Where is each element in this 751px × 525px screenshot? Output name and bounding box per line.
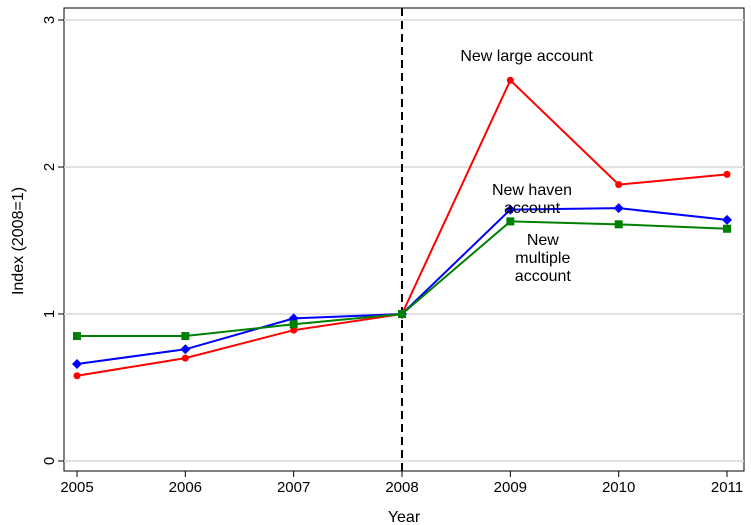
series: [72, 76, 732, 380]
data-point: [289, 320, 298, 329]
y-tick-label: 1: [41, 310, 58, 318]
x-axis-title: Year: [388, 509, 421, 525]
data-point: [615, 181, 623, 189]
y-tick-label: 3: [41, 16, 58, 24]
y-axis-title: Index (2008=1): [10, 187, 27, 295]
x-tick-label: 2006: [169, 479, 202, 496]
annotation-line: multiple: [515, 250, 570, 267]
plot-area: [63, 7, 745, 472]
x-tick-label: 2005: [60, 479, 93, 496]
x-tick-label: 2008: [385, 479, 418, 496]
data-point: [73, 372, 81, 380]
data-point: [72, 358, 82, 369]
data-point: [614, 220, 623, 229]
x-tick-label: 2009: [494, 479, 527, 496]
data-point: [73, 332, 81, 341]
annotation: New haven account: [492, 182, 572, 217]
data-point: [723, 170, 731, 178]
annotation-line: account: [504, 200, 561, 217]
data-point: [398, 310, 406, 318]
y-tick-label: 2: [41, 163, 58, 171]
x-tick-label: 2010: [602, 479, 635, 496]
data-point: [290, 326, 298, 334]
data-point: [613, 203, 624, 214]
annotation-line: account: [515, 268, 572, 285]
series-square: [73, 217, 731, 341]
data-point: [723, 224, 731, 233]
data-point: [180, 344, 191, 355]
annotation: New large account: [460, 48, 593, 65]
data-point: [505, 204, 516, 215]
x-tick-label: 2011: [711, 479, 743, 496]
data-point: [506, 76, 514, 84]
annotation-line: New: [527, 232, 559, 249]
annotation-line: New haven: [492, 182, 572, 199]
data-point: [506, 217, 515, 226]
annotation-line: New large account: [460, 48, 593, 65]
data-point: [181, 354, 189, 362]
annotation: New multiple account: [515, 232, 572, 285]
axes: 0 1 2 3 2005 2006 2007 2008 2009 2010 2011: [41, 16, 743, 496]
x-tick-label: 2007: [277, 479, 310, 496]
data-point: [181, 332, 190, 341]
y-tick-label: 0: [41, 457, 58, 465]
gridlines: [64, 19, 744, 462]
data-point: [722, 214, 732, 225]
